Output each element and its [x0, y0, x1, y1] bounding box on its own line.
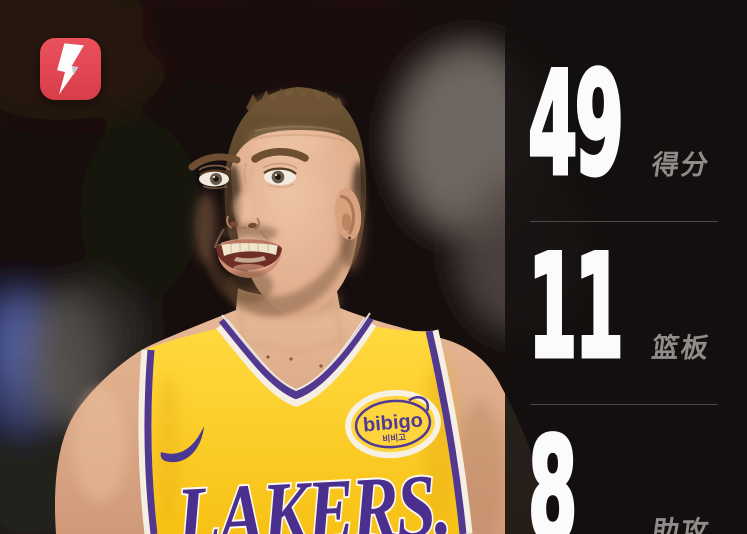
armhole-trim-right: [425, 329, 473, 534]
eyebrow-right: [251, 148, 309, 163]
stat-label-assists: 助攻: [649, 516, 713, 534]
nike-swoosh-icon: [160, 426, 204, 463]
stat-value-assists: 8: [527, 408, 579, 534]
mouth: [216, 238, 282, 278]
armhole-trim-left: [138, 349, 158, 534]
bibigo-patch: bibigo 비비고: [345, 389, 441, 459]
sponsor-text: bibigo: [362, 409, 424, 436]
lightning-icon: [57, 43, 84, 95]
ear-right: [334, 188, 362, 240]
jersey: bibigo 비비고 LAKERS.: [138, 312, 473, 534]
stat-value-points: 49: [527, 42, 625, 207]
divider: [530, 221, 718, 222]
collar-trim: [216, 312, 377, 408]
jersey-wordmark: LAKERS.: [174, 456, 452, 534]
player: bibigo 비비고 LAKERS.: [55, 87, 549, 534]
nose: [226, 167, 261, 230]
stat-label-points: 得分: [649, 150, 713, 180]
sponsor-subtext: 비비고: [382, 432, 406, 444]
brand-badge: [40, 38, 101, 100]
face: [188, 87, 367, 317]
eye-left: [198, 164, 231, 189]
beard-stubble: [196, 196, 358, 317]
eye-right: [262, 162, 298, 188]
divider: [530, 404, 718, 405]
stat-label-rebounds: 篮板: [649, 333, 713, 363]
stats-panel: 49 得分 11 篮板 8 助攻: [505, 0, 747, 534]
eyebrow-left: [188, 153, 241, 171]
stat-value-rebounds: 11: [527, 225, 625, 390]
